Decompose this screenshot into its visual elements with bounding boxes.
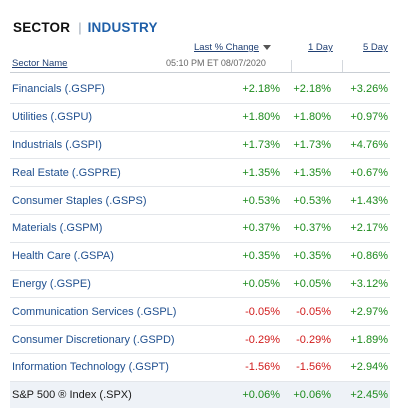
header-divider — [10, 72, 390, 73]
one-day-change-value: -0.29% — [296, 333, 331, 346]
table-row: Energy (.GSPE) +0.05% +0.05% +3.12% — [10, 271, 390, 299]
sort-descending-icon — [262, 44, 271, 50]
tab-industry[interactable]: INDUSTRY — [87, 19, 158, 35]
one-day-change-value: +2.18% — [293, 83, 331, 96]
last-change-value: -0.05% — [245, 305, 280, 318]
five-day-change-value: +0.97% — [350, 111, 388, 124]
column-header-1-day[interactable]: 1 Day — [308, 42, 333, 53]
sector-name-link[interactable]: Materials (.GSPM) — [12, 222, 103, 235]
five-day-change-value: +4.76% — [350, 138, 388, 151]
one-day-change-value: +0.35% — [293, 250, 331, 263]
last-change-value: +0.35% — [242, 250, 280, 263]
sector-name-link[interactable]: Real Estate (.GSPRE) — [12, 166, 121, 179]
table-row: Utilities (.GSPU) +1.80% +1.80% +0.97% — [10, 104, 390, 132]
table-row: Information Technology (.GSPT) -1.56% -1.5… — [10, 354, 390, 382]
table-row: Industrials (.GSPI) +1.73% +1.73% +4.76% — [10, 132, 390, 160]
column-header-sector-name[interactable]: Sector Name — [12, 58, 68, 69]
last-change-value: +0.05% — [242, 277, 280, 290]
last-change-value: +1.73% — [242, 138, 280, 151]
five-day-change-value: +2.17% — [350, 222, 388, 235]
sector-table: Financials (.GSPF) +2.18% +2.18% +3.26% Util… — [10, 76, 390, 408]
last-change-value: +1.35% — [242, 166, 280, 179]
column-divider — [291, 60, 292, 72]
last-change-value: +0.06% — [242, 388, 280, 401]
tab-separator: | — [78, 19, 82, 35]
one-day-change-value: +1.80% — [293, 111, 331, 124]
table-row: Real Estate (.GSPRE) +1.35% +1.35% +0.67% — [10, 159, 390, 188]
sector-industry-tabs: SECTOR | INDUSTRY — [13, 17, 158, 37]
column-header-5-day[interactable]: 5 Day — [363, 42, 388, 53]
five-day-change-value: +2.94% — [350, 361, 388, 374]
one-day-change-value: -0.05% — [296, 305, 331, 318]
index-name-link[interactable]: S&P 500 ® Index (.SPX) — [12, 388, 132, 401]
five-day-change-value: +1.89% — [350, 333, 388, 346]
one-day-change-value: +0.06% — [293, 388, 331, 401]
last-change-value: -0.29% — [245, 333, 280, 346]
five-day-change-value: +0.67% — [350, 166, 388, 179]
one-day-change-value: -1.56% — [296, 361, 331, 374]
one-day-change-value: +0.05% — [293, 277, 331, 290]
last-change-value: +0.37% — [242, 222, 280, 235]
sector-name-link[interactable]: Information Technology (.GSPT) — [12, 361, 169, 374]
one-day-change-value: +1.35% — [293, 166, 331, 179]
column-header-last-change[interactable]: Last % Change — [194, 42, 271, 53]
sector-name-link[interactable]: Industrials (.GSPI) — [12, 138, 102, 151]
last-change-value: +1.80% — [242, 111, 280, 124]
tab-sector[interactable]: SECTOR — [13, 19, 71, 35]
table-row-total: S&P 500 ® Index (.SPX) +0.06% +0.06% +2.45% — [10, 381, 390, 408]
five-day-change-value: +3.26% — [350, 83, 388, 96]
column-header-last-change-label: Last % Change — [194, 42, 259, 53]
table-row: Financials (.GSPF) +2.18% +2.18% +3.26% — [10, 76, 390, 104]
one-day-change-value: +0.53% — [293, 194, 331, 207]
sector-name-link[interactable]: Energy (.GSPE) — [12, 277, 91, 290]
last-change-value: -1.56% — [245, 361, 280, 374]
sector-name-link[interactable]: Utilities (.GSPU) — [12, 111, 93, 124]
one-day-change-value: +0.37% — [293, 222, 331, 235]
table-row: Consumer Discretionary (.GSPD) -0.29% -0.2… — [10, 326, 390, 354]
last-update-timestamp: 05:10 PM ET 08/07/2020 — [166, 58, 266, 68]
last-change-value: +0.53% — [242, 194, 280, 207]
one-day-change-value: +1.73% — [293, 138, 331, 151]
sector-name-link[interactable]: Financials (.GSPF) — [12, 83, 105, 96]
sector-name-link[interactable]: Consumer Discretionary (.GSPD) — [12, 333, 175, 346]
sector-name-link[interactable]: Consumer Staples (.GSPS) — [12, 194, 147, 207]
five-day-change-value: +0.86% — [350, 250, 388, 263]
table-row: Communication Services (.GSPL) -0.05% -0.0… — [10, 298, 390, 327]
last-change-value: +2.18% — [242, 83, 280, 96]
sector-name-link[interactable]: Health Care (.GSPA) — [12, 250, 114, 263]
five-day-change-value: +2.97% — [350, 305, 388, 318]
sector-name-link[interactable]: Communication Services (.GSPL) — [12, 305, 177, 318]
table-row: Health Care (.GSPA) +0.35% +0.35% +0.86% — [10, 243, 390, 271]
table-row: Consumer Staples (.GSPS) +0.53% +0.53% +1.4… — [10, 187, 390, 215]
column-divider — [342, 60, 343, 72]
table-row: Materials (.GSPM) +0.37% +0.37% +2.17% — [10, 215, 390, 243]
five-day-change-value: +3.12% — [350, 277, 388, 290]
five-day-change-value: +2.45% — [350, 388, 388, 401]
five-day-change-value: +1.43% — [350, 194, 388, 207]
